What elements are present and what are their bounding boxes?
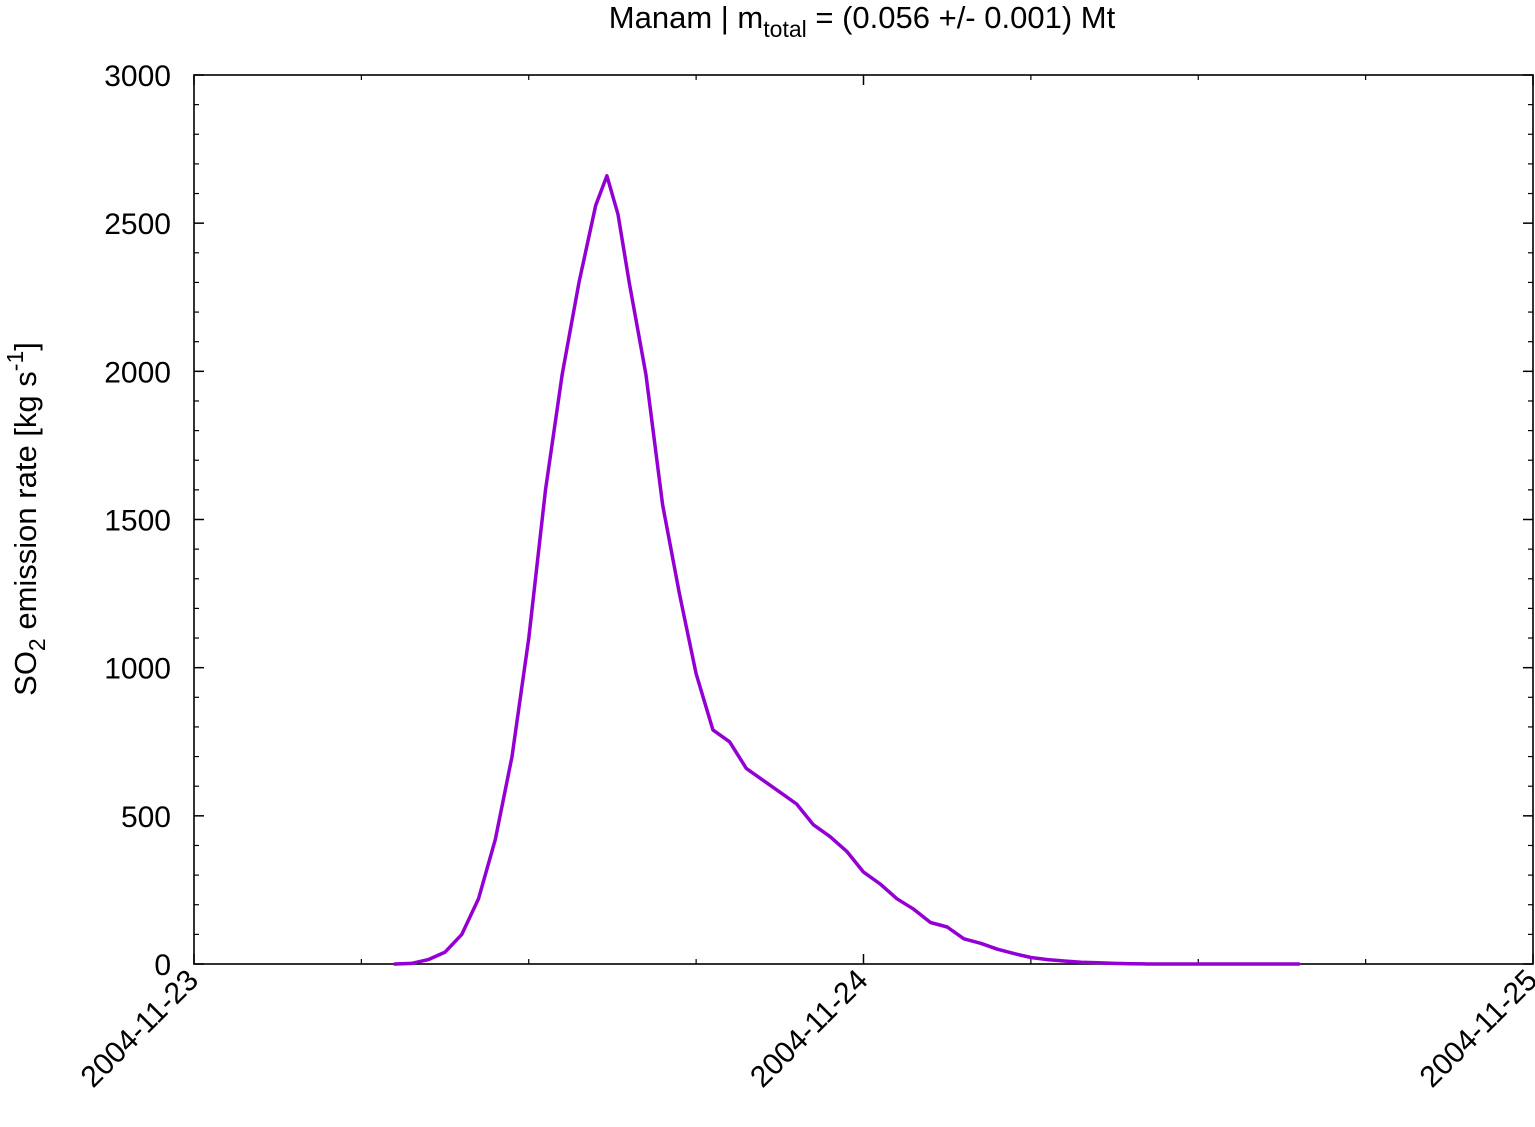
y-tick-label: 3000 [104, 60, 171, 93]
y-tick-label: 500 [121, 801, 171, 834]
y-axis-title-superscript: -1 [2, 351, 28, 371]
chart-title-suffix: = (0.056 +/- 0.001) Mt [807, 0, 1116, 35]
y-axis-title-middle: emission rate [kg s [8, 371, 43, 638]
chart-title-prefix: Manam | m [609, 0, 763, 35]
y-tick-label: 1000 [104, 653, 171, 686]
x-axis: 2004-11-23 2004-11-24 2004-11-25 [75, 75, 1535, 1094]
series-group [393, 174, 1301, 966]
x-tick-label: 2004-11-24 [744, 964, 874, 1094]
y-tick-label: 2500 [104, 208, 171, 241]
y-axis-title: SO2 emission rate [kg s-1] [2, 342, 50, 696]
emission-rate-line [393, 174, 1301, 966]
y-axis-title-subscript: 2 [24, 638, 50, 651]
y-tick-label: 1500 [104, 505, 171, 538]
plot-frame [193, 74, 1534, 965]
y-axis-title-prefix: SO [8, 651, 43, 696]
y-axis: 0 500 1000 1500 2000 2500 3000 [104, 60, 1533, 982]
y-axis-title-suffix: ] [8, 342, 43, 351]
y-tick-label: 0 [154, 949, 171, 982]
chart-title-subscript: total [763, 16, 806, 42]
chart-title: Manam | mtotal = (0.056 +/- 0.001) Mt [609, 0, 1116, 42]
x-tick-label: 2004-11-23 [75, 964, 205, 1094]
y-tick-label: 2000 [104, 356, 171, 389]
x-tick-label: 2004-11-25 [1414, 964, 1535, 1094]
